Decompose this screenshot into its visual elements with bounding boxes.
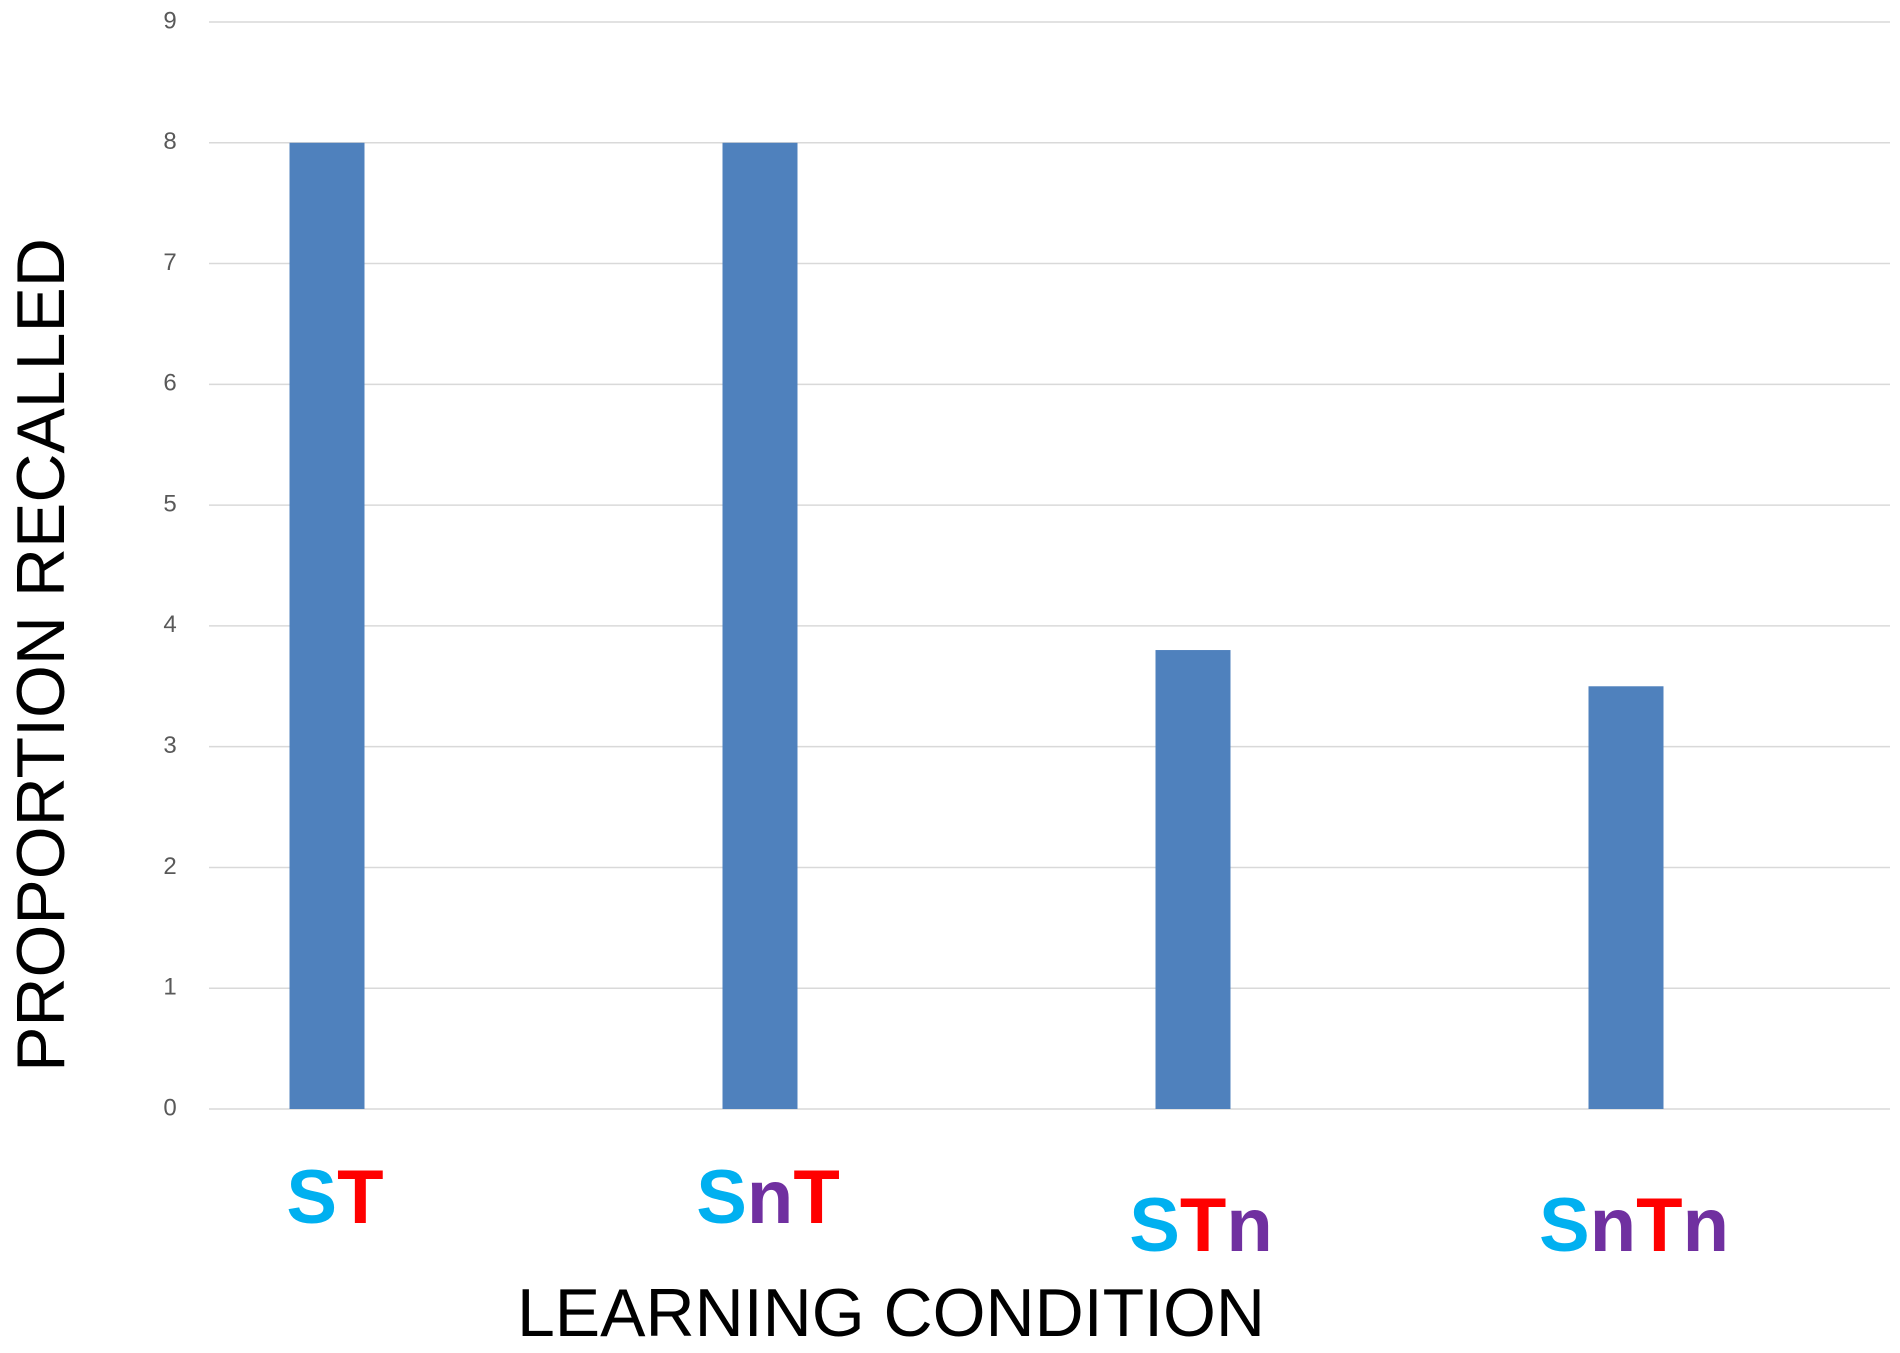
y-tick-label: 5 <box>163 490 176 517</box>
x-tick-label: SnT <box>696 1155 840 1240</box>
y-tick-label: 0 <box>163 1094 176 1121</box>
bar <box>1588 686 1664 1109</box>
label-letter: S <box>1129 1183 1180 1268</box>
label-letter: T <box>793 1155 839 1240</box>
y-tick-label: 3 <box>163 732 176 759</box>
x-tick-label: STn <box>1129 1183 1273 1268</box>
y-tick-label: 4 <box>163 611 176 638</box>
label-letter: S <box>1539 1183 1590 1268</box>
label-letter: T <box>1180 1183 1226 1268</box>
label-letter: S <box>696 1155 747 1240</box>
y-tick-label: 6 <box>163 370 176 397</box>
y-tick-label: 1 <box>163 974 176 1001</box>
y-tick-label: 8 <box>163 128 176 155</box>
bar <box>722 142 798 1109</box>
x-tick-label: SnTn <box>1539 1183 1729 1268</box>
label-letter: n <box>1226 1183 1272 1268</box>
label-letter: T <box>337 1155 383 1240</box>
label-letter: S <box>286 1155 337 1240</box>
label-letter: n <box>1590 1183 1636 1268</box>
bar <box>1155 650 1231 1109</box>
label-letter: n <box>1683 1183 1729 1268</box>
bar <box>289 142 365 1109</box>
x-tick-label: ST <box>286 1155 383 1240</box>
y-tick-label: 9 <box>163 7 176 34</box>
y-tick-label: 2 <box>163 853 176 880</box>
label-letter: T <box>1636 1183 1682 1268</box>
label-letter: n <box>747 1155 793 1240</box>
y-tick-label: 7 <box>163 249 176 276</box>
y-axis-title: PROPORTION RECALLED <box>3 238 79 1072</box>
x-axis-title: LEARNING CONDITION <box>517 1275 1265 1351</box>
